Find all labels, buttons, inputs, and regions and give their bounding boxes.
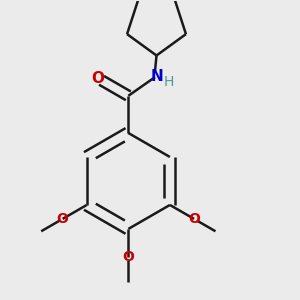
Text: O: O bbox=[188, 212, 200, 226]
Text: O: O bbox=[57, 212, 69, 226]
Text: O: O bbox=[122, 250, 134, 264]
Text: N: N bbox=[150, 69, 163, 84]
Text: H: H bbox=[164, 75, 174, 89]
Text: O: O bbox=[91, 71, 104, 86]
